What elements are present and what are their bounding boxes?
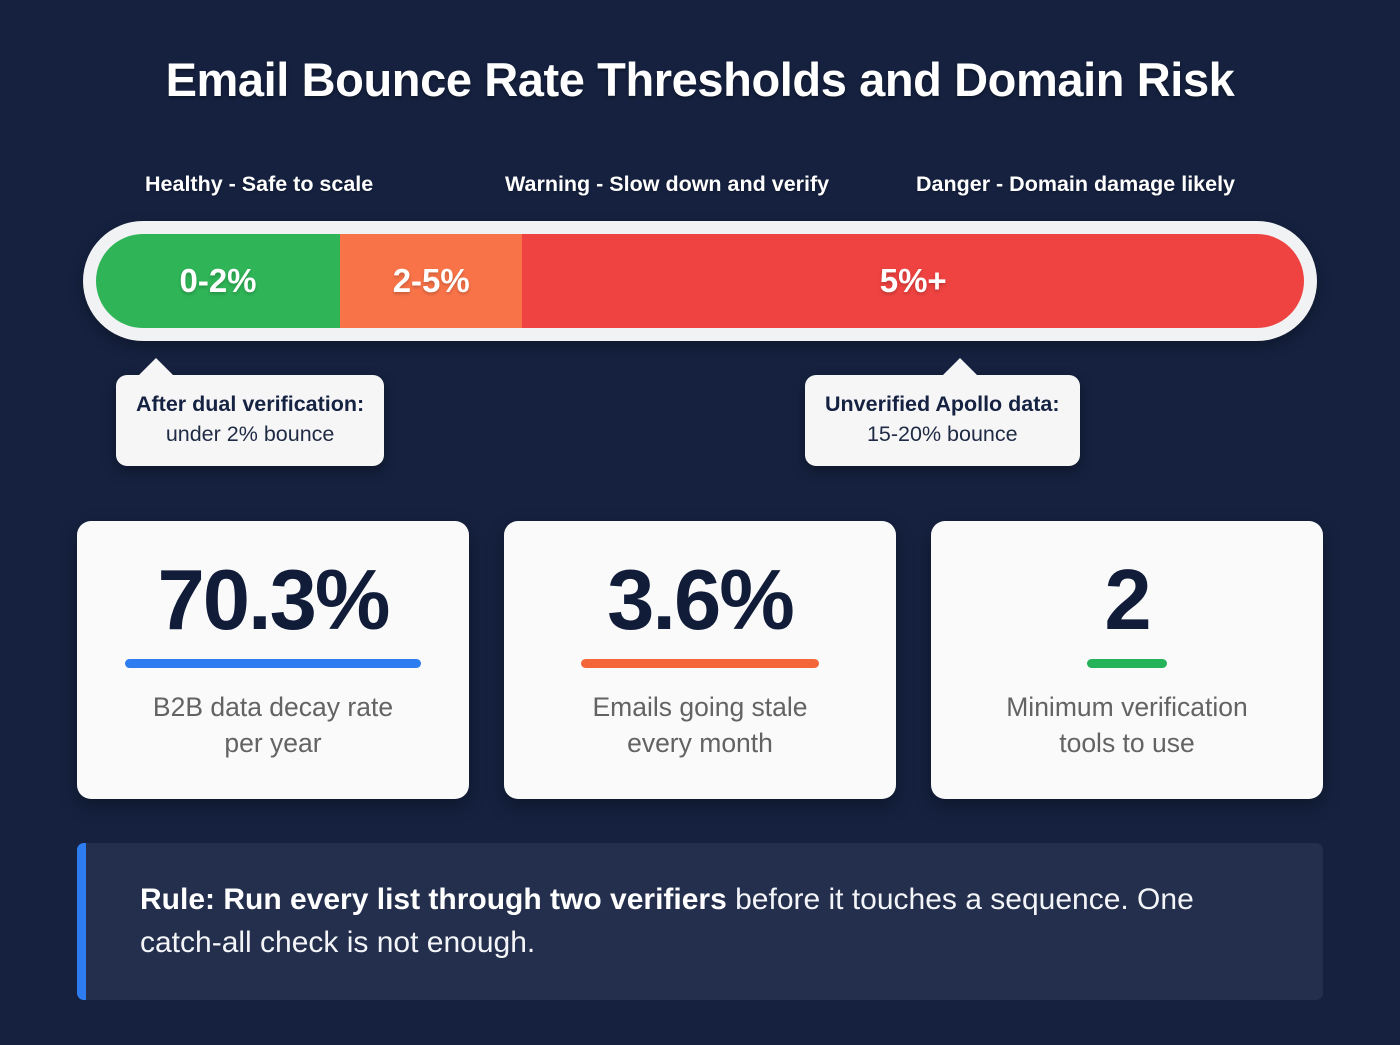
stat-label: Emails going stale every month (592, 692, 808, 758)
rule-strong-text: Rule: Run every list through two verifie… (140, 882, 727, 916)
callout-title: After dual verification: (136, 392, 365, 416)
rule-accent-bar (77, 843, 86, 1000)
callout-after-dual-verification: After dual verification: under 2% bounce (116, 358, 385, 467)
stat-card: 2 Minimum verification tools to use (931, 521, 1323, 799)
stat-accent-bar (581, 659, 819, 669)
zone-label-healthy: Healthy - Safe to scale (145, 172, 374, 196)
bar-segment-warning: 2-5% (340, 234, 523, 328)
bar-segment-danger: 5%+ (522, 234, 1304, 328)
callout-arrow-icon (942, 358, 978, 376)
stat-value: 2 (1104, 553, 1151, 649)
bar-segment-warning-label: 2-5% (392, 262, 470, 299)
stat-label: B2B data decay rate per year (152, 692, 394, 758)
stat-accent-bar (125, 659, 421, 669)
bar-segment-danger-label: 5%+ (879, 262, 947, 299)
stat-value: 3.6% (607, 553, 795, 649)
stat-label: Minimum verification tools to use (1006, 692, 1248, 758)
zone-label-row: Healthy - Safe to scale Warning - Slow d… (83, 172, 1317, 202)
bar-segment-healthy-label: 0-2% (179, 262, 257, 299)
page-title: Email Bounce Rate Thresholds and Domain … (165, 53, 1235, 106)
callout-subtitle: 15-20% bounce (866, 421, 1018, 446)
zone-label-warning: Warning - Slow down and verify (505, 172, 830, 196)
callout-title: Unverified Apollo data: (825, 392, 1060, 416)
bar-segment-healthy: 0-2% (96, 234, 341, 328)
stat-card: 3.6% Emails going stale every month (504, 521, 896, 799)
zone-label-danger: Danger - Domain damage likely (916, 172, 1236, 196)
stat-card-row: 70.3% B2B data decay rate per year 3.6% … (77, 521, 1323, 799)
callout-unverified-apollo-data: Unverified Apollo data: 15-20% bounce (805, 358, 1080, 467)
stat-value: 70.3% (157, 553, 390, 649)
stat-card: 70.3% B2B data decay rate per year (77, 521, 469, 799)
rule-text: Rule: Run every list through two verifie… (77, 879, 1323, 964)
threshold-bar: 0-2% 2-5% 5%+ (83, 221, 1317, 341)
rule-rest-text: before it touches a sequence. One catch-… (140, 882, 1194, 959)
rule-banner: Rule: Run every list through two verifie… (77, 843, 1323, 1000)
threshold-bar-track: 0-2% 2-5% 5%+ (96, 234, 1304, 328)
callout-arrow-icon (138, 358, 174, 376)
stat-accent-bar (1087, 659, 1167, 669)
callout-subtitle: under 2% bounce (165, 421, 335, 446)
